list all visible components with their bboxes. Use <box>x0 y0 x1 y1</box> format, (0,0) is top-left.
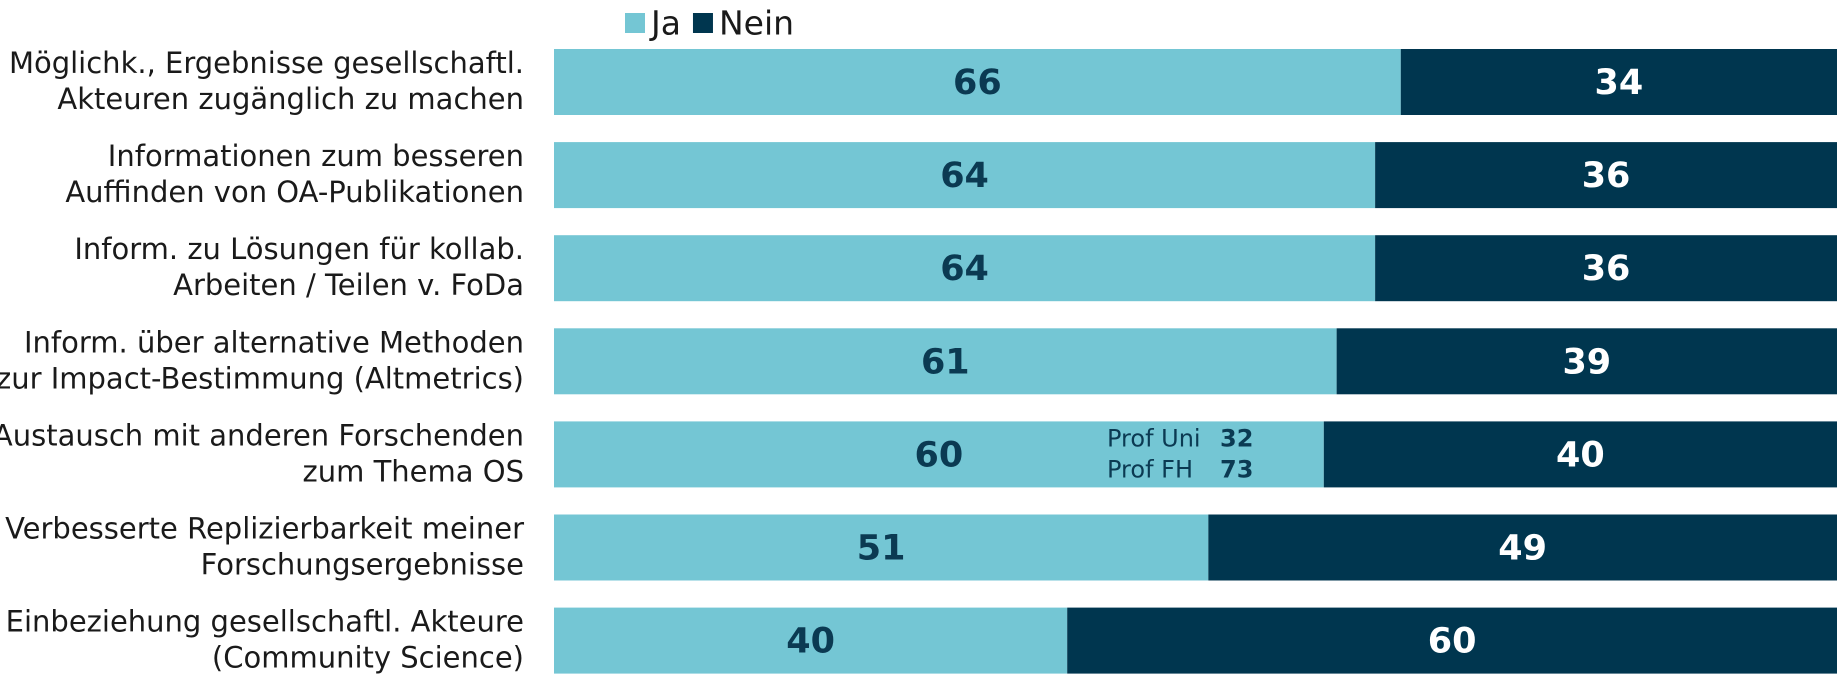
bar-segment <box>554 421 1324 488</box>
category-line: Inform. über alternative Methoden <box>24 325 524 359</box>
annotation-value: 32 <box>1220 424 1253 452</box>
category-line: Einbeziehung gesellschaftl. Akteure <box>6 605 524 639</box>
value-label: 64 <box>940 249 989 289</box>
category-line: (Community Science) <box>212 641 524 675</box>
value-label: 40 <box>1556 435 1605 475</box>
annotation-value: 73 <box>1220 455 1253 483</box>
value-label: 60 <box>1428 622 1477 662</box>
value-label: 64 <box>940 156 989 196</box>
category-label: Inform. über alternative Methoden zur Imp… <box>0 325 524 395</box>
value-label: 36 <box>1582 249 1631 289</box>
value-label: 49 <box>1498 529 1547 569</box>
value-label: 66 <box>953 63 1002 103</box>
category-line: Austausch mit anderen Forschenden <box>0 418 524 452</box>
bar-segment <box>1400 49 1837 115</box>
legend-label: Ja <box>649 4 681 43</box>
legend-swatch <box>692 13 713 33</box>
category-line: Informationen zum besseren <box>108 139 524 173</box>
category-label: Inform. zu Lösungen für kollab. Arbeiten … <box>74 232 524 302</box>
category-line: Forschungsergebnisse <box>201 548 524 582</box>
value-label: 51 <box>857 529 906 569</box>
category-label: Einbeziehung gesellschaftl. Akteure (Comm… <box>6 605 524 675</box>
bar-segment <box>554 142 1376 209</box>
bar-segment <box>554 328 1337 395</box>
category-line: Möglichk., Ergebnisse gesellschaftl. <box>9 46 524 80</box>
bar-segment <box>1067 607 1837 674</box>
legend-swatch <box>625 13 645 33</box>
category-label: Austausch mit anderen Forschenden zum The… <box>0 418 524 488</box>
value-label: 39 <box>1562 342 1611 382</box>
category-line: Auffinden von OA-Publikationen <box>65 175 524 209</box>
annotation-label: Prof Uni <box>1107 424 1201 452</box>
bar-segment <box>1336 328 1837 395</box>
category-line: zur Impact-Bestimmung (Altmetrics) <box>0 361 524 395</box>
category-label: Informationen zum besseren Auffinden von … <box>65 139 524 209</box>
value-label: 40 <box>786 622 835 662</box>
category-label: Verbesserte Replizierbarkeit meiner Forsc… <box>5 512 524 582</box>
category-line: zum Thema OS <box>303 454 524 488</box>
legend-label: Nein <box>719 4 794 43</box>
bar-segment <box>1375 235 1837 302</box>
bar-segment <box>1208 514 1837 581</box>
bar-segment <box>1323 421 1837 488</box>
bar-segment <box>554 607 1068 674</box>
value-label: 34 <box>1595 63 1644 103</box>
category-line: Inform. zu Lösungen für kollab. <box>74 232 524 266</box>
value-label: 36 <box>1582 156 1631 196</box>
value-label: 60 <box>915 435 964 475</box>
category-line: Akteuren zugänglich zu machen <box>57 82 524 116</box>
category-line: Arbeiten / Teilen v. FoDa <box>173 268 524 302</box>
annotation-label: Prof FH <box>1107 455 1193 483</box>
category-label: Möglichk., Ergebnisse gesellschaftl. Akte… <box>9 46 524 116</box>
category-line: Verbesserte Replizierbarkeit meiner <box>5 512 524 546</box>
bar-segment <box>554 49 1401 115</box>
value-label: 61 <box>921 342 970 382</box>
bar-segment <box>554 235 1376 302</box>
bar-segment <box>1375 142 1837 209</box>
bar-segment <box>554 514 1209 581</box>
